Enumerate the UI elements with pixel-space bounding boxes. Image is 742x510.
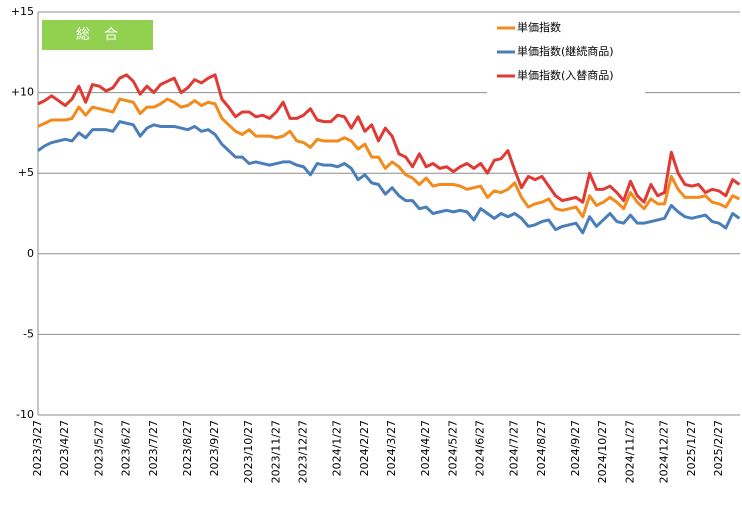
x-tick-label: 2024/2/27 [358,420,371,476]
x-tick-label: 2024/11/27 [623,420,636,483]
x-tick-label: 2024/5/27 [446,420,459,476]
x-tick-label: 2023/3/27 [31,420,44,476]
series-line [37,73,741,204]
x-tick-label: 2024/12/27 [658,420,671,483]
y-tick-label: -5 [23,327,34,340]
y-tick-label: 0 [27,247,34,260]
x-tick-label: 2023/10/27 [242,420,255,483]
x-tick-label: 2024/9/27 [569,420,582,476]
legend-label: 単価指数(入替商品) [517,68,614,82]
legend-label: 単価指数 [517,20,561,34]
x-tick-label: 2024/7/27 [508,420,521,476]
x-tick-label: 2025/2/27 [712,420,725,476]
x-tick-label: 2023/9/27 [208,420,221,476]
series-line [37,97,741,219]
x-tick-label: 2024/8/27 [535,420,548,476]
x-tick-label: 2024/6/27 [474,420,487,476]
y-tick-label: +15 [11,5,34,18]
x-tick-label: 2024/1/27 [331,420,344,476]
x-tick-label: 2023/5/27 [92,420,105,476]
series-line [37,120,741,235]
x-tick-label: 2023/11/27 [269,420,282,483]
x-tick-label: 2023/6/27 [120,420,133,476]
x-tick-label: 2023/4/27 [58,420,71,476]
x-tick-label: 2023/8/27 [181,420,194,476]
y-tick-label: -10 [16,408,34,421]
y-tick-label: +5 [18,166,34,179]
y-tick-label: +10 [11,86,34,99]
x-tick-label: 2024/10/27 [596,420,609,483]
x-tick-label: 2024/3/27 [385,420,398,476]
x-tick-label: 2023/12/27 [297,420,310,483]
x-tick-label: 2025/1/27 [685,420,698,476]
x-tick-label: 2023/7/27 [147,420,160,476]
x-tick-label: 2024/4/27 [419,420,432,476]
badge: 総 合 [76,27,118,43]
badge-box [42,20,153,50]
legend-label: 単価指数(継続商品) [517,44,614,58]
